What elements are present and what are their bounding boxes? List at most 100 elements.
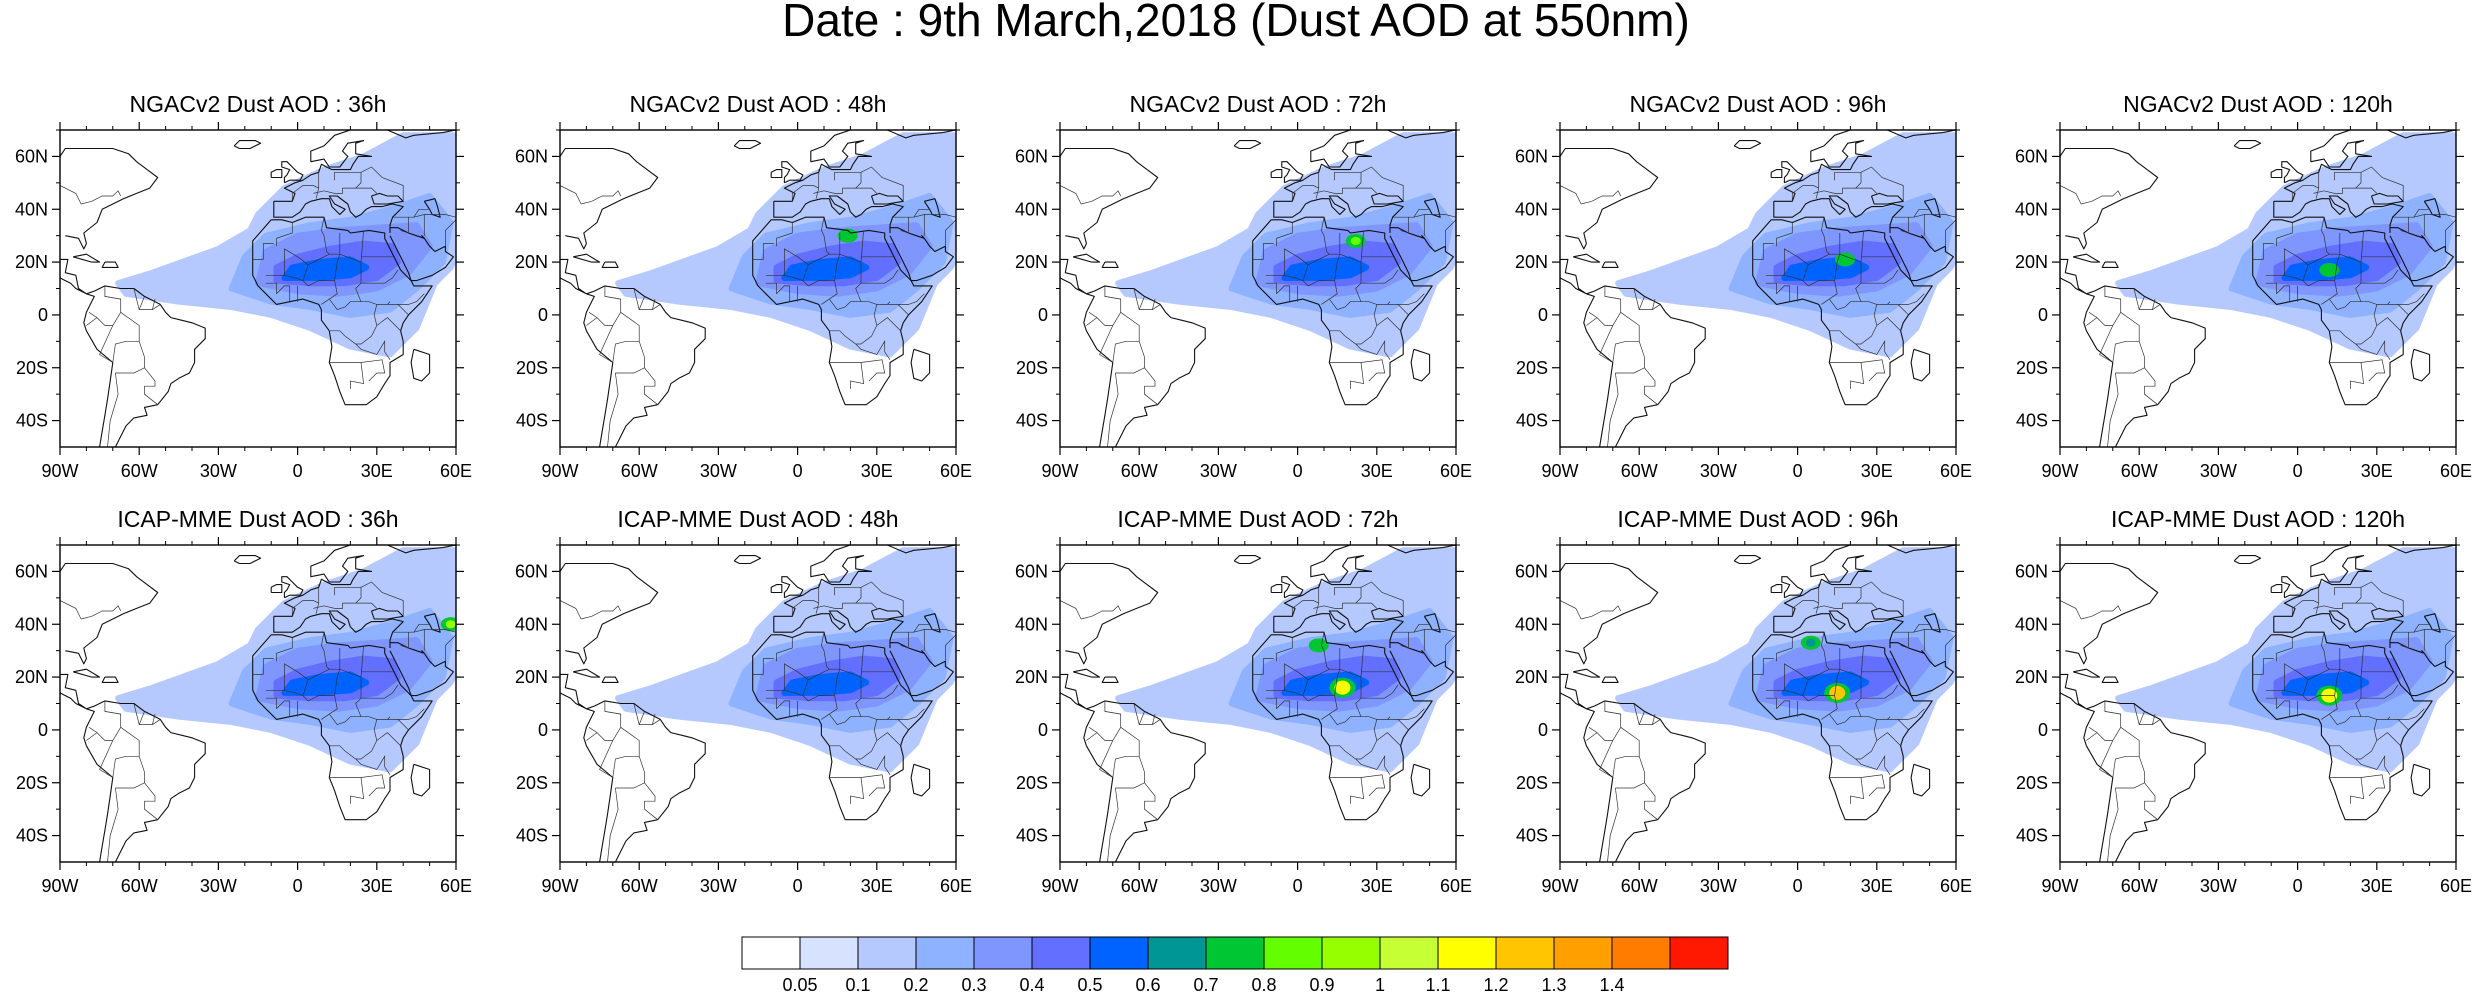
country-border xyxy=(276,222,293,247)
lon-tick-label: 60W xyxy=(121,876,158,896)
country-border xyxy=(361,269,399,284)
country-border xyxy=(1115,341,1145,374)
coastline xyxy=(773,610,904,648)
country-border xyxy=(776,222,793,247)
country-border xyxy=(265,282,277,294)
map-plot: 90W 60W 30W 0 30E 60E 60N 40N 20N 0 20S 40S xyxy=(15,537,472,896)
country-border xyxy=(1355,755,1391,775)
country-border xyxy=(638,296,645,310)
country-border xyxy=(2445,634,2456,662)
country-border xyxy=(2329,362,2365,389)
lat-tick-label: 20N xyxy=(1015,667,1048,687)
coastline xyxy=(1752,631,1933,821)
country-border xyxy=(1081,190,1122,205)
country-border xyxy=(1860,359,1886,382)
panel-title: NGACv2 Dust AOD : 96h xyxy=(1629,91,1887,117)
map-panel: ICAP-MME Dust AOD : 120h 90W 60W 30W 0 30E 60E… xyxy=(2000,505,2472,925)
country-border xyxy=(1329,362,1365,389)
colorbar-box xyxy=(1031,936,1091,970)
country-border xyxy=(2413,623,2430,633)
country-border xyxy=(1821,217,1830,255)
coastline xyxy=(273,195,404,233)
country-border xyxy=(1088,700,1122,741)
country-border xyxy=(2112,312,2140,363)
country-border xyxy=(752,243,774,260)
coastline xyxy=(1910,763,1931,797)
lon-tick-label: 90W xyxy=(541,461,578,481)
country-border xyxy=(892,629,925,651)
coastline xyxy=(870,192,904,205)
country-border xyxy=(1138,711,1145,725)
colorbar-box xyxy=(1089,936,1149,970)
country-border xyxy=(1361,269,1399,284)
country-border xyxy=(860,359,886,382)
country-border xyxy=(334,253,391,305)
country-border xyxy=(2329,719,2378,760)
country-border xyxy=(1834,171,1862,189)
country-border xyxy=(1829,777,1865,804)
coastline xyxy=(1770,169,1783,179)
lon-tick-label: 60W xyxy=(1121,876,1158,896)
lat-tick-label: 40S xyxy=(16,826,48,846)
country-border xyxy=(1445,634,1456,662)
country-border xyxy=(392,629,425,651)
coastline xyxy=(560,562,659,665)
country-border xyxy=(1897,708,1925,720)
country-border xyxy=(1765,282,1777,294)
coastline xyxy=(2252,631,2433,821)
country-border xyxy=(1834,253,1891,305)
country-border xyxy=(1334,253,1391,305)
map-plot: 90W 60W 30W 0 30E 60E 60N 40N 20N 0 20S 40S xyxy=(1015,122,1472,481)
country-border xyxy=(1652,714,1656,725)
country-border xyxy=(2265,663,2340,691)
country-border xyxy=(1586,732,1598,741)
colorbar-label: 1.1 xyxy=(1425,975,1450,995)
aod-colorbar: 0.05 0.1 0.2 0.3 0.4 0.5 0.6 0.7 0.8 0.9 1 1.1 1.2 1.… xyxy=(741,936,1729,995)
lon-tick-label: 30W xyxy=(1200,876,1237,896)
country-border xyxy=(2086,317,2098,326)
lon-tick-label: 90W xyxy=(1541,461,1578,481)
country-border xyxy=(1107,372,1119,447)
coastline xyxy=(1573,253,1601,263)
coastline xyxy=(2233,555,2262,565)
coastline xyxy=(1773,195,1904,233)
coastline xyxy=(910,763,931,797)
lat-tick-label: 40N xyxy=(515,199,548,219)
lat-tick-label: 20S xyxy=(2016,358,2048,378)
lon-tick-label: 30E xyxy=(1361,461,1393,481)
lon-tick-label: 0 xyxy=(1293,461,1303,481)
country-border xyxy=(855,602,878,609)
coastline xyxy=(2370,607,2404,620)
colorbar-box xyxy=(915,936,975,970)
country-border xyxy=(81,190,122,205)
country-border xyxy=(2088,285,2122,326)
country-border xyxy=(1355,187,1378,194)
country-border xyxy=(1376,732,1401,747)
country-border xyxy=(86,317,98,326)
colorbar-label: 0.5 xyxy=(1077,975,1102,995)
country-border xyxy=(1612,727,1640,778)
country-border xyxy=(1924,214,1956,218)
coastline xyxy=(1273,610,1404,648)
coastline xyxy=(60,562,159,665)
map-plot: 90W 60W 30W 0 30E 60E 60N 40N 20N 0 20S 40S xyxy=(1015,537,1472,896)
country-border xyxy=(586,732,598,741)
country-border xyxy=(1376,317,1401,332)
country-border xyxy=(1321,217,1330,255)
coastline xyxy=(2370,192,2404,205)
country-border xyxy=(1615,756,1645,789)
country-border xyxy=(2291,185,2320,202)
coastline xyxy=(370,192,404,205)
country-border xyxy=(1615,341,1645,374)
colorbar-label: 1.4 xyxy=(1599,975,1624,995)
country-border xyxy=(897,293,925,305)
country-border xyxy=(1821,632,1830,670)
coastline xyxy=(1389,642,1454,697)
coastline xyxy=(573,668,601,678)
country-border xyxy=(2152,299,2156,310)
lat-tick-label: 20S xyxy=(16,358,48,378)
dust-aod-region xyxy=(281,671,370,696)
coastline xyxy=(573,253,601,263)
country-border xyxy=(152,299,156,310)
country-border xyxy=(1829,713,1861,726)
